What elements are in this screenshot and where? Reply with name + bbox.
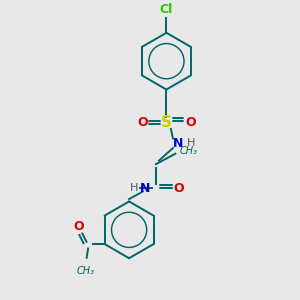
Text: H: H <box>187 138 195 148</box>
Text: O: O <box>173 182 184 194</box>
Text: N: N <box>140 182 150 194</box>
Text: O: O <box>137 116 148 129</box>
Text: CH₃: CH₃ <box>76 266 94 275</box>
Text: S: S <box>161 115 172 130</box>
Text: CH₃: CH₃ <box>180 146 198 156</box>
Text: O: O <box>185 116 196 129</box>
Text: O: O <box>73 220 84 233</box>
Text: H: H <box>129 183 138 193</box>
Text: Cl: Cl <box>160 3 173 16</box>
Text: N: N <box>173 137 184 150</box>
